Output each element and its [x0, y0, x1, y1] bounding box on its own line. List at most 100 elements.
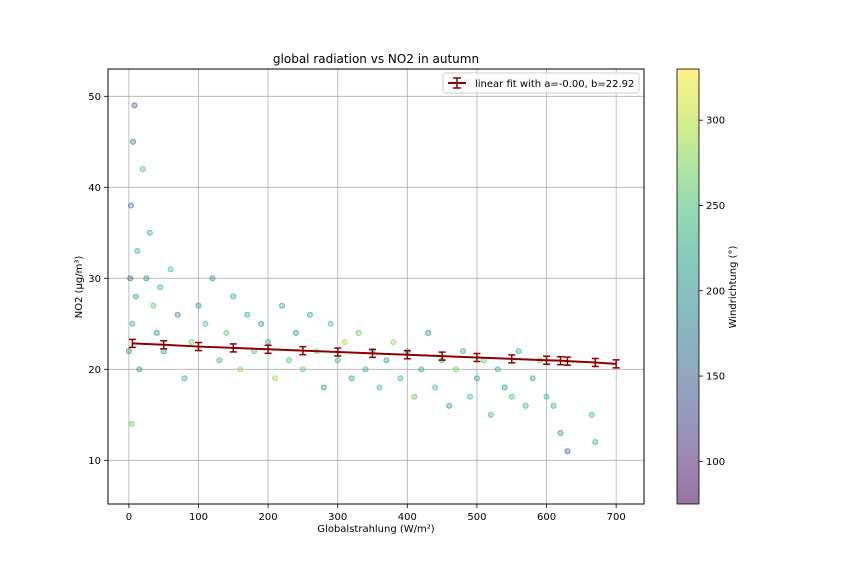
scatter-point: [131, 102, 138, 109]
x-tick-label: 100: [189, 512, 208, 523]
y-tick-label: 20: [88, 365, 101, 376]
scatter-point: [588, 411, 595, 418]
scatter-point: [125, 348, 132, 355]
x-tick-label: 400: [398, 512, 417, 523]
scatter-point: [529, 375, 536, 382]
scatter-point: [132, 293, 139, 300]
y-tick-label: 30: [88, 274, 101, 285]
scatter-point: [383, 357, 390, 364]
scatter-point: [515, 348, 522, 355]
scatter-point: [425, 329, 432, 336]
scatter-point: [453, 366, 460, 373]
scatter-point: [237, 366, 244, 373]
x-tick-label: 300: [328, 512, 347, 523]
legend-box: [442, 72, 640, 94]
scatter-point: [418, 366, 425, 373]
fit-line: [132, 342, 617, 365]
scatter-point: [285, 357, 292, 364]
y-axis-label: NO2 (µg/m³): [74, 256, 85, 319]
scatter-point: [292, 329, 299, 336]
scatter-point: [473, 375, 480, 382]
plot-frame: [107, 68, 645, 505]
scatter-point: [167, 266, 174, 273]
scatter-point: [348, 375, 355, 382]
scatter-point: [466, 393, 473, 400]
scatter-point: [543, 393, 550, 400]
scatter-point: [139, 166, 146, 173]
scatter-point: [130, 138, 137, 145]
scatter-point: [446, 402, 453, 409]
scatter-point: [146, 229, 153, 236]
scatter-point: [216, 357, 223, 364]
scatter-point: [362, 366, 369, 373]
scatter-point: [376, 384, 383, 391]
scatter-point: [134, 248, 141, 255]
scatter-point: [195, 302, 202, 309]
scatter-point: [129, 320, 136, 327]
x-tick-label: 200: [259, 512, 278, 523]
scatter-point: [188, 339, 195, 346]
scatter-point: [501, 384, 508, 391]
scatter-point: [209, 275, 216, 282]
scatter-point: [460, 348, 467, 355]
scatter-point: [397, 375, 404, 382]
y-tick-label: 10: [88, 456, 101, 467]
colorbar: 100 150 200 250 300 Windrichtung (°): [676, 68, 739, 505]
scatter-point: [327, 320, 334, 327]
scatter-point: [202, 320, 209, 327]
scatter-point: [355, 329, 362, 336]
scatter-point: [411, 393, 418, 400]
colorbar-tick-label: 300: [706, 116, 725, 127]
x-tick-label: 0: [126, 512, 132, 523]
scatter-point: [564, 448, 571, 455]
scatter-point: [550, 402, 557, 409]
y-axis-ticks: 10 20 30 40 50: [88, 92, 108, 467]
x-tick-label: 700: [607, 512, 626, 523]
colorbar-tick-label: 250: [706, 201, 725, 212]
scatter-point: [181, 375, 188, 382]
scatter-point: [279, 302, 286, 309]
scatter-point: [592, 439, 599, 446]
colorbar-tick-label: 150: [706, 372, 725, 383]
scatter-point: [432, 384, 439, 391]
x-axis-label: Globalstrahlung (W/m²): [317, 524, 434, 535]
scatter-points: [125, 102, 599, 455]
scatter-point: [128, 420, 135, 427]
scatter-point: [299, 366, 306, 373]
scatter-point: [494, 366, 501, 373]
scatter-point: [174, 311, 181, 318]
scatter-point: [223, 329, 230, 336]
colorbar-label: Windrichtung (°): [728, 246, 739, 329]
scatter-point: [508, 393, 515, 400]
scatter-point: [258, 320, 265, 327]
y-tick-label: 50: [88, 92, 101, 103]
legend-label: linear fit with a=-0.00, b=22.92: [475, 79, 634, 90]
y-tick-label: 40: [88, 183, 101, 194]
scatter-point: [272, 375, 279, 382]
scatter-point: [150, 302, 157, 309]
scatter-point: [320, 384, 327, 391]
x-tick-label: 500: [467, 512, 486, 523]
scatter-point: [334, 357, 341, 364]
scatter-point: [143, 275, 150, 282]
legend: linear fit with a=-0.00, b=22.92: [442, 72, 640, 94]
scatter-point: [136, 366, 143, 373]
scatter-point: [244, 311, 251, 318]
x-axis-ticks: 0 100 200 300 400 500 600 700: [126, 504, 626, 523]
scatter-point: [157, 284, 164, 291]
scatter-point: [127, 275, 134, 282]
scatter-point: [390, 339, 397, 346]
colorbar-gradient: [676, 68, 700, 505]
colorbar-tick-label: 100: [706, 457, 725, 468]
scatter-point: [557, 430, 564, 437]
scatter-point: [127, 202, 134, 209]
colorbar-ticks: 100 150 200 250 300: [699, 116, 725, 468]
grid: [108, 69, 644, 504]
fit-line-group: [128, 338, 620, 369]
scatter-point: [306, 311, 313, 318]
colorbar-tick-label: 200: [706, 286, 725, 297]
chart-title: global radiation vs NO2 in autumn: [273, 52, 479, 66]
x-tick-label: 600: [537, 512, 556, 523]
